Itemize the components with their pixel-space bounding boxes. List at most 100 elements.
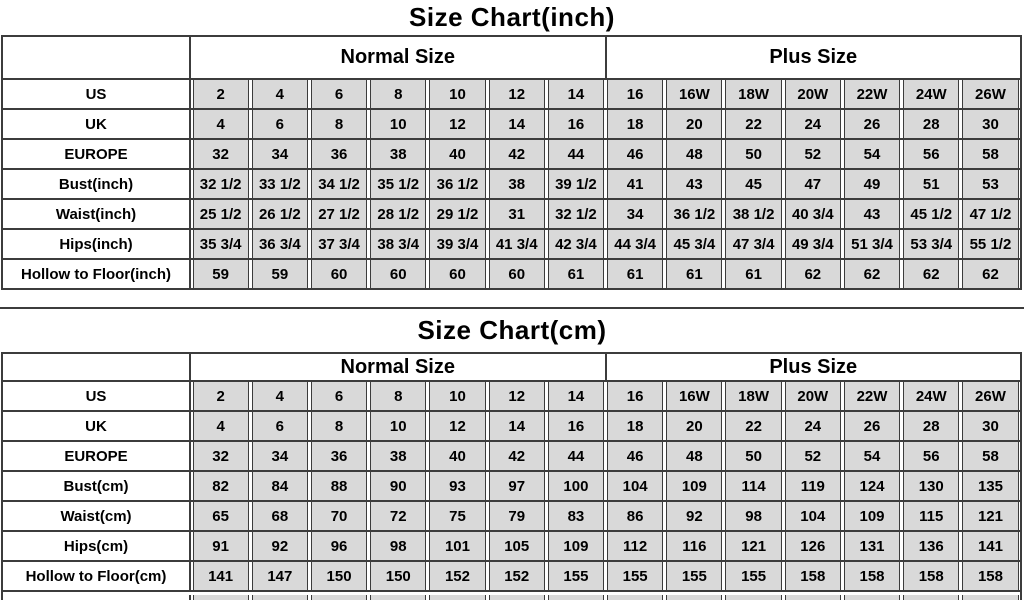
row-label: Waist(inch): [3, 200, 191, 228]
size-cell: 32: [192, 442, 249, 470]
table-row: Bust(cm) 82 84 88 90 93 97 100 104 109 114 119 124 13…: [3, 472, 1020, 502]
size-cell: 8: [310, 110, 368, 138]
size-cell: 29 1/2: [429, 200, 486, 228]
table-row: Hips(cm) 91 92 96 98 101 105 109 112 116 121 126 131…: [3, 532, 1020, 562]
size-cell: 92: [666, 502, 723, 530]
size-cell: 51 3/4: [843, 230, 901, 258]
inch-title-row: Size Chart(inch): [0, 0, 1024, 35]
size-cell: 38 3/4: [370, 230, 427, 258]
size-cell: 14: [488, 110, 545, 138]
size-cell: [310, 595, 368, 600]
size-cell: 14: [547, 382, 605, 410]
section-gap: [0, 290, 1024, 307]
table-row: EUROPE 32 34 36 38 40 42 44 46 48 50 52 54 56 58: [3, 442, 1020, 472]
size-cell: 38 1/2: [725, 200, 782, 228]
size-cell: 6: [251, 110, 308, 138]
size-cell: 8: [370, 382, 427, 410]
size-cell: 50: [725, 442, 782, 470]
size-cell: 22W: [843, 382, 901, 410]
column-group-header-row: Normal Size Plus Size: [3, 37, 1020, 80]
size-cell: 60: [310, 260, 368, 288]
row-label: Bust(inch): [3, 170, 191, 198]
size-cell: 2: [192, 80, 249, 108]
size-cell: 131: [843, 532, 901, 560]
size-cell: 38: [488, 170, 545, 198]
size-cell: 62: [784, 260, 841, 288]
size-cell: 16: [607, 382, 664, 410]
size-cell: 121: [962, 502, 1019, 530]
size-cell: 121: [725, 532, 782, 560]
row-cells: 2 4 6 8 10 12 14 16 16W 18W 20W 22W 24W 26W: [191, 382, 1020, 410]
table-row: Waist(inch) 25 1/2 26 1/2 27 1/2 28 1/2 29 1/…: [3, 200, 1020, 230]
row-cells: 65 68 70 72 75 79 83 86 92 98 104 109 115 121: [191, 502, 1020, 530]
size-cell: 54: [843, 442, 901, 470]
table-row: Hips(inch) 35 3/4 36 3/4 37 3/4 38 3/4 39 3/4…: [3, 230, 1020, 260]
size-cell: 158: [784, 562, 841, 590]
size-cell: 91: [192, 532, 249, 560]
size-cell: 60: [429, 260, 486, 288]
size-cell: 26W: [962, 382, 1019, 410]
row-label: UK: [3, 110, 191, 138]
size-cell: 34: [607, 200, 664, 228]
size-cell: [962, 595, 1019, 600]
table-row: US 2 4 6 8 10 12 14 16 16W 18W 20W 22W 24W 26W: [3, 382, 1020, 412]
size-cell: 4: [251, 80, 308, 108]
size-cell: 14: [488, 412, 545, 440]
size-cell: 86: [607, 502, 664, 530]
size-cell: 109: [547, 532, 605, 560]
size-cell: 22: [725, 412, 782, 440]
size-cell: [666, 595, 723, 600]
size-cell: 54: [843, 140, 901, 168]
size-chart-cm-section: Size Chart(cm) Normal Size Plus Size US 2 4 6…: [0, 307, 1024, 600]
size-cell: 39 3/4: [429, 230, 486, 258]
size-cell: 12: [429, 412, 486, 440]
row-cells: 4 6 8 10 12 14 16 18 20 22 24 26 28 30: [191, 412, 1020, 440]
size-cell: 47: [784, 170, 841, 198]
size-cell: 22W: [843, 80, 901, 108]
size-cell: 61: [666, 260, 723, 288]
size-cell: 43: [843, 200, 901, 228]
size-cell: 97: [488, 472, 545, 500]
row-cells: 35 3/4 36 3/4 37 3/4 38 3/4 39 3/4 41 3/4 42 3…: [191, 230, 1020, 258]
size-cell: 42: [488, 442, 545, 470]
size-cell: 10: [370, 110, 427, 138]
size-cell: 105: [488, 532, 545, 560]
size-cell: 114: [725, 472, 782, 500]
size-cell: 28 1/2: [370, 200, 427, 228]
size-cell: 24: [784, 110, 841, 138]
size-cell: 33 1/2: [251, 170, 308, 198]
size-cell: 109: [843, 502, 901, 530]
size-cell: 30: [962, 412, 1019, 440]
size-cell: 28: [903, 110, 960, 138]
size-cell: 155: [547, 562, 605, 590]
size-cell: 38: [370, 140, 427, 168]
size-cell: 40 3/4: [784, 200, 841, 228]
size-cell: 150: [310, 562, 368, 590]
row-label: Hollow to Floor(inch): [3, 260, 191, 288]
size-cell: 46: [607, 442, 664, 470]
size-cell: 20W: [784, 80, 841, 108]
size-cell: 83: [547, 502, 605, 530]
size-cell: 45 1/2: [903, 200, 960, 228]
size-cell: 25 1/2: [192, 200, 249, 228]
size-cell: 36 1/2: [666, 200, 723, 228]
size-cell: 35 3/4: [192, 230, 249, 258]
size-cell: 26 1/2: [251, 200, 308, 228]
table-row: Bust(inch) 32 1/2 33 1/2 34 1/2 35 1/2 36 1/2…: [3, 170, 1020, 200]
size-cell: 60: [488, 260, 545, 288]
row-cells: 32 34 36 38 40 42 44 46 48 50 52 54 56 58: [191, 140, 1020, 168]
size-cell: [370, 595, 427, 600]
table-row: US 2 4 6 8 10 12 14 16 16W 18W 20W 22W 24W 26W: [3, 80, 1020, 110]
size-cell: 88: [310, 472, 368, 500]
size-cell: 48: [666, 140, 723, 168]
size-cell: [843, 595, 901, 600]
row-cells: 4 6 8 10 12 14 16 18 20 22 24 26 28 30: [191, 110, 1020, 138]
size-cell: 70: [310, 502, 368, 530]
cm-size-table: Normal Size Plus Size US 2 4 6 8 10 12 14 16 16W 18W…: [1, 352, 1022, 600]
size-cell: 58: [962, 140, 1019, 168]
size-cell: 90: [370, 472, 427, 500]
size-cell: 58: [962, 442, 1019, 470]
size-cell: 50: [725, 140, 782, 168]
size-cell: 92: [251, 532, 308, 560]
